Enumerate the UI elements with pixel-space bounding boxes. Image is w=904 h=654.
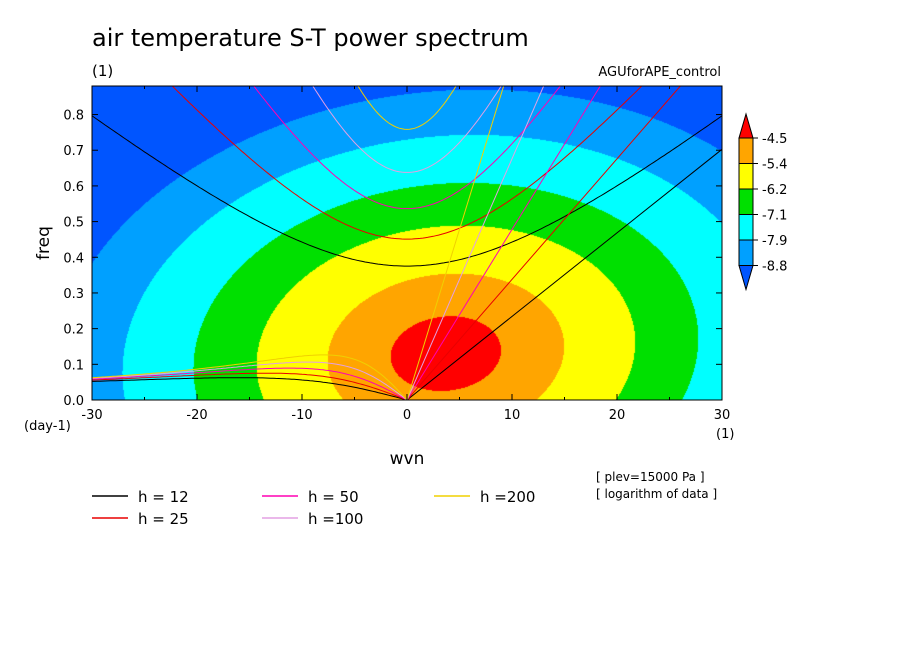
colorbar-label: -5.4 (762, 158, 787, 173)
gravity-curve-h25 (171, 86, 643, 240)
y-tick-label: 0.0 (63, 394, 84, 409)
colorbar-cell (738, 163, 754, 190)
y-tick-label: 0.7 (63, 144, 84, 159)
gravity-curve-h200 (357, 86, 457, 130)
power-field (92, 86, 722, 400)
legend-label-h100: h =100 (308, 510, 363, 528)
experiment-label: AGUforAPE_control (598, 65, 721, 80)
colorbar-label: -7.1 (762, 209, 787, 224)
kelvin-curve-h200 (406, 86, 505, 400)
legend-label-h25: h = 25 (138, 510, 189, 528)
x-tick-label: 30 (714, 408, 731, 423)
kelvin-curve-h100 (406, 86, 545, 400)
note-log: [ logarithm of data ] (596, 487, 717, 501)
kelvin-curve-h25 (406, 86, 682, 400)
colorbar-cell (738, 137, 754, 164)
y-tick-label: 0.5 (63, 216, 84, 231)
chart-title: air temperature S-T power spectrum (92, 24, 529, 52)
colorbar-cell (738, 214, 754, 241)
rossby-curve-h12 (92, 377, 408, 400)
colorbar-label: -6.2 (762, 183, 787, 198)
plot-area: -30 -20 -10 0 10 20 30 0.00.10.20.30.40.50.60.… (63, 85, 730, 423)
colorbar-top-arrow (738, 112, 754, 139)
y-tick-label: 0.4 (63, 251, 84, 266)
gravity-curve-h100 (312, 86, 502, 173)
gravity-curve-h50 (253, 86, 561, 210)
x-tick-label: -30 (81, 408, 102, 423)
x-tick-label: -20 (186, 408, 207, 423)
y-axis: 0.0 0.1 0.2 0.3 0.4 0.5 0.6 0.7 0.8 (63, 109, 722, 409)
y-tick-label: 0.1 (63, 358, 84, 373)
x-tick-label: 0 (403, 408, 411, 423)
rossby-curve-h25 (92, 372, 408, 400)
colorbar: -4.5 -5.4 -6.2 -7.1 -7.9 -8.8 (738, 112, 787, 292)
rossby-curve-h100 (92, 361, 408, 400)
legend-label-h12: h = 12 (138, 488, 189, 506)
colorbar-bottom-arrow (738, 265, 754, 292)
y-tick-label: 0.8 (63, 109, 84, 124)
y-tick-label: 0.6 (63, 180, 84, 195)
colorbar-label: -7.9 (762, 234, 787, 249)
x-axis-label: wvn (390, 449, 425, 469)
legend: h = 12 h = 25 h = 50 h =100 h =200 (92, 488, 535, 528)
title-units: (1) (92, 62, 113, 80)
colorbar-label: -8.8 (762, 260, 787, 275)
rossby-curve-h50 (92, 367, 408, 400)
kelvin-curve-h50 (406, 86, 601, 400)
y-axis-label: freq (34, 226, 54, 260)
legend-label-h50: h = 50 (308, 488, 359, 506)
colorbar-label: -4.5 (762, 132, 787, 147)
y-axis-units: (day-1) (24, 419, 71, 434)
y-tick-label: 0.2 (63, 323, 84, 338)
kelvin-curve-h12 (406, 148, 722, 400)
x-tick-label: 20 (609, 408, 626, 423)
y-tick-label: 0.3 (63, 287, 84, 302)
x-axis-units: (1) (716, 427, 734, 442)
colorbar-cell (738, 188, 754, 215)
dispersion-curves (92, 86, 722, 400)
colorbar-cell (738, 239, 754, 266)
gravity-curve-h12 (92, 115, 722, 267)
x-axis: -30 -20 -10 0 10 20 30 (81, 86, 730, 423)
x-tick-label: -10 (291, 408, 312, 423)
x-tick-label: 10 (504, 408, 521, 423)
rossby-curve-h200 (92, 354, 408, 400)
legend-label-h200: h =200 (480, 488, 535, 506)
filled-contours (92, 86, 722, 400)
note-plev: [ plev=15000 Pa ] (596, 470, 705, 484)
